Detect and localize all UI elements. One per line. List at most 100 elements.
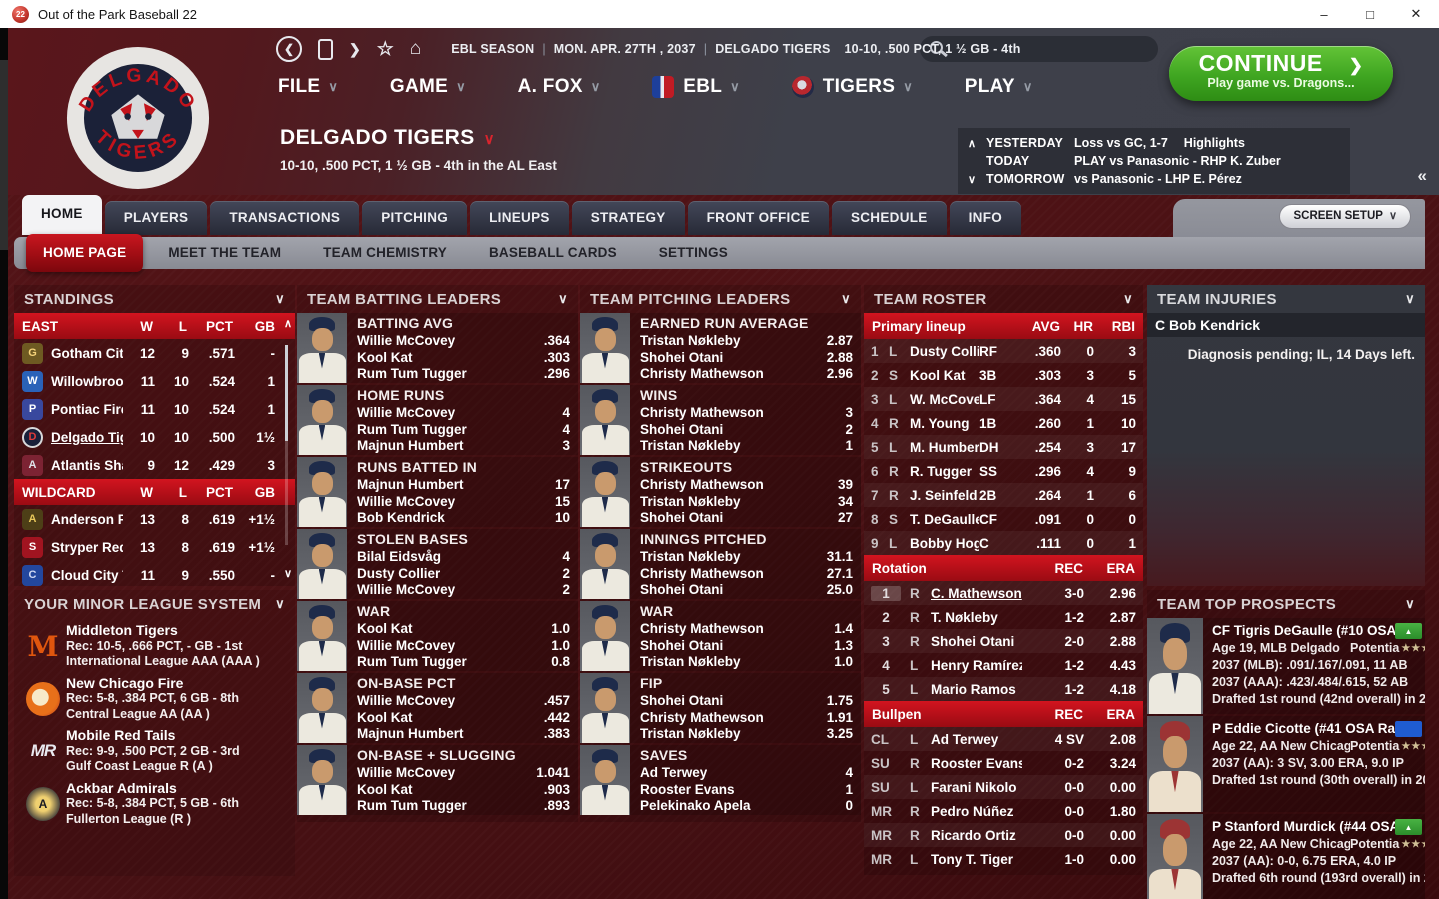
prospect-name[interactable]: P Stanford Murdick (#44 OSA bbox=[1212, 819, 1400, 834]
sub-tab[interactable]: BASEBALL CARDS bbox=[488, 245, 617, 260]
player-name[interactable]: Willie McCovey bbox=[357, 405, 456, 420]
prospect-name[interactable]: CF Tigris DeGaulle (#10 OSA R bbox=[1212, 623, 1410, 638]
prospect-name[interactable]: P Eddie Cicotte (#41 OSA Ran bbox=[1212, 721, 1404, 736]
player-name[interactable]: Willie McCovey bbox=[357, 693, 456, 708]
bullpen-row[interactable]: CL L Ad Terwey 4 SV 2.08 bbox=[864, 727, 1143, 751]
player-name[interactable]: M. Humbert bbox=[910, 439, 979, 455]
player-name[interactable]: C. Mathewson bbox=[931, 585, 1022, 601]
bullpen-row[interactable]: MR R Pedro Núñez 0-0 1.80 bbox=[864, 799, 1143, 823]
player-name[interactable]: Bob Kendrick bbox=[357, 510, 445, 525]
player-name[interactable]: Christy Mathewson bbox=[640, 405, 764, 420]
sub-tab[interactable]: SETTINGS bbox=[658, 245, 728, 260]
injured-player-row[interactable]: C Bob Kendrick bbox=[1147, 313, 1425, 337]
player-name[interactable]: Tristan Nøkleby bbox=[640, 654, 741, 669]
player-name[interactable]: Willie McCovey bbox=[357, 637, 456, 653]
player-name[interactable]: Willie McCovey bbox=[357, 765, 456, 780]
scroll-up-icon[interactable] bbox=[284, 317, 292, 330]
bullpen-row[interactable]: MR R Ricardo Ortiz 0-0 0.00 bbox=[864, 823, 1143, 847]
player-name[interactable]: Rum Tum Tugger bbox=[357, 366, 467, 381]
sub-tab[interactable]: MEET THE TEAM bbox=[168, 245, 282, 260]
player-name[interactable]: Majnun Humbert bbox=[357, 726, 464, 741]
player-name[interactable]: Shohei Otani bbox=[640, 421, 724, 437]
player-name[interactable]: Christy Mathewson bbox=[640, 621, 764, 636]
player-name[interactable]: Kool Kat bbox=[357, 781, 413, 797]
scrollbar[interactable] bbox=[285, 345, 288, 545]
main-tab[interactable]: PITCHING bbox=[362, 201, 468, 235]
standings-team-row[interactable]: P Pontiac Firebir 11 10 .524 1 bbox=[14, 395, 295, 423]
standings-team-row[interactable]: W Willowbrook W 11 10 .524 1 bbox=[14, 367, 295, 395]
player-name[interactable]: Shohei Otani bbox=[640, 693, 724, 708]
player-name[interactable]: Mario Ramos bbox=[931, 681, 1016, 697]
player-name[interactable]: Rooster Evans bbox=[931, 755, 1022, 771]
minor-team-name[interactable]: Ackbar Admirals bbox=[66, 780, 177, 796]
menu-item[interactable]: EBL bbox=[652, 76, 739, 98]
prospect-entry[interactable]: P Eddie Cicotte (#41 OSA Ran Age 22, AA … bbox=[1147, 716, 1425, 812]
lineup-row[interactable]: 8 S T. DeGaulle CF .091 0 0 bbox=[864, 507, 1143, 531]
standings-team-row[interactable]: A Atlantis Sharks 9 12 .429 3 bbox=[14, 451, 295, 479]
bullpen-row[interactable]: MR L Tony T. Tiger 1-0 0.00 bbox=[864, 847, 1143, 871]
player-name[interactable]: T. Nøkleby bbox=[931, 609, 998, 625]
lineup-row[interactable]: 3 L W. McCovey LF .364 4 15 bbox=[864, 387, 1143, 411]
main-tab[interactable]: LINEUPS bbox=[470, 201, 569, 235]
main-tab[interactable]: HOME bbox=[22, 195, 102, 235]
minor-team-row[interactable]: New Chicago Fire Rec: 5-8, .384 PCT, 6 G… bbox=[14, 676, 295, 723]
card-icon[interactable] bbox=[318, 38, 333, 60]
team-name[interactable]: Anderson Rave bbox=[51, 511, 123, 527]
schedule-row[interactable]: TODAY PLAY vs Panasonic - RHP K. Zuber bbox=[968, 152, 1340, 170]
player-name[interactable]: Pedro Núñez bbox=[931, 803, 1014, 819]
chevron-down-icon[interactable] bbox=[1405, 291, 1415, 307]
player-name[interactable]: Tony T. Tiger bbox=[931, 851, 1014, 867]
player-name[interactable]: Kool Kat bbox=[357, 349, 413, 365]
team-name[interactable]: Stryper Red De bbox=[51, 539, 123, 555]
rotation-row[interactable]: 2 R T. Nøkleby 1-2 2.87 bbox=[864, 605, 1143, 629]
player-name[interactable]: Shohei Otani bbox=[640, 582, 724, 597]
scroll-arrow-icon[interactable]: ∧ bbox=[968, 137, 977, 150]
rotation-row[interactable]: 1 R C. Mathewson 3-0 2.96 bbox=[864, 581, 1143, 605]
minor-team-row[interactable]: A Ackbar Admirals Rec: 5-8, .384 PCT, 5 … bbox=[14, 781, 295, 828]
bullpen-row[interactable]: SU L Farani Nikolo 0-0 0.00 bbox=[864, 775, 1143, 799]
sub-tab[interactable]: HOME PAGE bbox=[26, 234, 144, 272]
star-icon[interactable] bbox=[377, 38, 394, 61]
prospect-entry[interactable]: CF Tigris DeGaulle (#10 OSA R Age 19, ML… bbox=[1147, 618, 1425, 714]
player-name[interactable]: Willie McCovey bbox=[357, 333, 456, 348]
standings-team-row[interactable]: D Delgado Tigers 10 10 .500 1½ bbox=[14, 423, 295, 451]
player-name[interactable]: M. Young bbox=[910, 415, 970, 431]
standings-team-row[interactable]: S Stryper Red De 13 8 .619 +1½ bbox=[14, 533, 295, 561]
main-tab[interactable]: SCHEDULE bbox=[831, 201, 947, 235]
player-name[interactable]: Pelekinako Apela bbox=[640, 798, 751, 813]
player-name[interactable]: Ricardo Ortiz bbox=[931, 827, 1016, 843]
search-input[interactable] bbox=[920, 36, 1158, 62]
player-name[interactable]: Ad Terwey bbox=[931, 731, 999, 747]
player-name[interactable]: T. DeGaulle bbox=[910, 511, 979, 527]
team-name-dropdown[interactable]: DELGADO TIGERS bbox=[280, 126, 557, 150]
player-name[interactable]: Henry Ramírez bbox=[931, 657, 1022, 673]
chevron-down-icon[interactable] bbox=[275, 596, 285, 612]
schedule-row[interactable]: ∨ TOMORROW vs Panasonic - LHP E. Pérez bbox=[968, 170, 1340, 188]
lineup-row[interactable]: 9 L Bobby Hogan C .111 0 1 bbox=[864, 531, 1143, 555]
player-name[interactable]: Christy Mathewson bbox=[640, 477, 764, 492]
lineup-row[interactable]: 6 R R. Tugger SS .296 4 9 bbox=[864, 459, 1143, 483]
player-name[interactable]: Ad Terwey bbox=[640, 765, 708, 780]
schedule-row[interactable]: ∧ YESTERDAY Loss vs GC, 1-7 Highlights bbox=[968, 134, 1340, 152]
chevron-down-icon[interactable] bbox=[841, 291, 851, 307]
minor-team-name[interactable]: Mobile Red Tails bbox=[66, 728, 176, 743]
player-name[interactable]: W. McCovey bbox=[910, 391, 979, 407]
main-tab[interactable]: FRONT OFFICE bbox=[687, 201, 829, 235]
player-name[interactable]: Bobby Hogan bbox=[910, 535, 979, 551]
player-name[interactable]: Rooster Evans bbox=[640, 781, 735, 797]
back-icon[interactable] bbox=[276, 36, 302, 62]
player-name[interactable]: Willie McCovey bbox=[357, 582, 456, 597]
rotation-row[interactable]: 3 R Shohei Otani 2-0 2.88 bbox=[864, 629, 1143, 653]
player-name[interactable]: Farani Nikolo bbox=[931, 779, 1017, 795]
player-name[interactable]: Willie McCovey bbox=[357, 493, 456, 509]
player-name[interactable]: R. Tugger bbox=[910, 463, 972, 479]
lineup-row[interactable]: 7 R J. Seinfeld 2B .264 1 6 bbox=[864, 483, 1143, 507]
collapse-panel-icon[interactable] bbox=[1418, 166, 1427, 186]
main-tab[interactable]: TRANSACTIONS bbox=[210, 201, 360, 235]
menu-item[interactable]: GAME bbox=[390, 76, 466, 98]
rotation-row[interactable]: 5 L Mario Ramos 1-2 4.18 bbox=[864, 677, 1143, 701]
main-tab[interactable]: PLAYERS bbox=[104, 201, 208, 235]
scroll-arrow-icon[interactable]: ∨ bbox=[968, 173, 977, 186]
minor-team-row[interactable]: M Middleton Tigers Rec: 10-5, .666 PCT, … bbox=[14, 623, 295, 670]
player-name[interactable]: Tristan Nøkleby bbox=[640, 549, 741, 564]
